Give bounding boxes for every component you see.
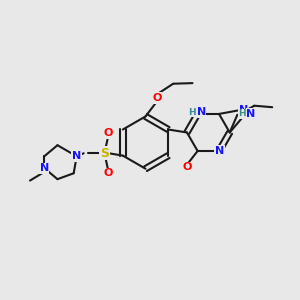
Text: H: H xyxy=(188,108,196,117)
Text: N: N xyxy=(40,163,49,173)
Text: N: N xyxy=(215,146,224,156)
Text: N: N xyxy=(238,104,248,115)
Text: O: O xyxy=(103,169,113,178)
Text: O: O xyxy=(182,162,192,172)
Text: N: N xyxy=(72,151,81,161)
Text: O: O xyxy=(103,128,113,138)
Text: N: N xyxy=(246,109,256,119)
Text: N: N xyxy=(196,107,206,117)
Text: S: S xyxy=(100,147,109,160)
Text: O: O xyxy=(152,93,161,103)
Text: H: H xyxy=(238,109,246,118)
